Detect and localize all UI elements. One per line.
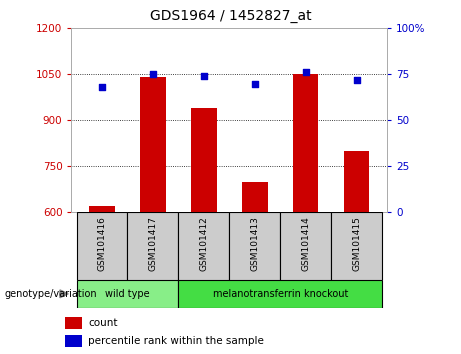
Point [353, 77, 361, 83]
Text: GSM101416: GSM101416 [98, 216, 106, 271]
Point [302, 70, 309, 75]
FancyArrow shape [59, 290, 68, 298]
Text: GSM101415: GSM101415 [352, 216, 361, 271]
Bar [178, 280, 382, 308]
Bar [65, 335, 82, 347]
Text: melanotransferrin knockout: melanotransferrin knockout [213, 289, 348, 299]
Point [200, 73, 207, 79]
Text: GSM101417: GSM101417 [148, 216, 158, 271]
Text: wild type: wild type [105, 289, 150, 299]
Text: GDS1964 / 1452827_at: GDS1964 / 1452827_at [150, 9, 311, 23]
Bar [242, 182, 267, 212]
Text: GSM101413: GSM101413 [250, 216, 260, 271]
Bar [77, 212, 128, 280]
Bar [331, 212, 382, 280]
Point [98, 84, 106, 90]
Bar [178, 212, 229, 280]
Bar [77, 280, 178, 308]
Bar [128, 212, 178, 280]
Point [149, 72, 157, 77]
Text: percentile rank within the sample: percentile rank within the sample [88, 336, 264, 346]
Bar [89, 206, 115, 212]
Point [251, 81, 259, 86]
Bar [280, 212, 331, 280]
Bar [229, 212, 280, 280]
Bar [293, 74, 319, 212]
Bar [65, 317, 82, 329]
Bar [140, 78, 165, 212]
Bar [344, 151, 369, 212]
Text: count: count [88, 318, 118, 328]
Text: GSM101412: GSM101412 [199, 216, 208, 270]
Bar [191, 108, 217, 212]
Text: GSM101414: GSM101414 [301, 216, 310, 270]
Text: genotype/variation: genotype/variation [5, 289, 97, 299]
